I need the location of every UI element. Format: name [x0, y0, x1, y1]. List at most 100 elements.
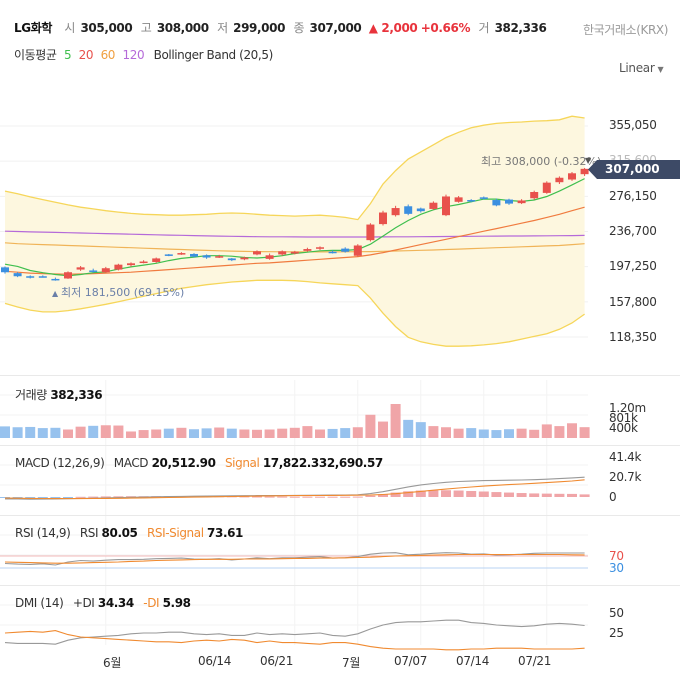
macd-histogram-bar [88, 496, 99, 498]
y-tick-price: 157,800 [609, 295, 657, 309]
volume-bar [453, 428, 464, 438]
volume-bar [340, 428, 351, 438]
volume-bar [25, 426, 36, 438]
macd-signal-label: Signal [224, 456, 260, 470]
macd-histogram-bar [390, 492, 401, 497]
max-marker-icon: ▼ [585, 156, 592, 165]
candle-body [13, 273, 22, 277]
candle-body [580, 168, 589, 175]
candle-body [278, 251, 287, 255]
ma5-legend[interactable]: 5 [63, 48, 72, 62]
candle-body [467, 200, 476, 202]
volume-bar [428, 426, 439, 438]
y-tick-dmi: 25 [609, 626, 624, 640]
candle-body [555, 177, 564, 183]
volume-bars [0, 404, 590, 438]
ma120-legend[interactable]: 120 [122, 48, 145, 62]
stock-name[interactable]: LG화학 [14, 21, 52, 35]
y-tick-macd: 0 [609, 490, 617, 504]
macd-histogram-bar [466, 491, 477, 497]
volume-bar [478, 429, 489, 438]
ma20-legend[interactable]: 20 [78, 48, 94, 62]
volume-bar [277, 428, 288, 438]
macd-histogram-bar [50, 497, 61, 498]
bollinger-band [4, 115, 585, 347]
rsi-series-label: RSI [79, 526, 99, 540]
x-tick: 07/14 [456, 654, 490, 668]
volume-bar [12, 427, 23, 438]
candle-body [139, 261, 148, 264]
ma60-legend[interactable]: 60 [100, 48, 116, 62]
scale-value: Linear [619, 61, 655, 75]
candle-body [290, 251, 299, 254]
volume-value: 382,336 [494, 21, 547, 35]
bollinger-lower-line [4, 279, 585, 347]
y-tick-rsi: 70 [609, 549, 624, 563]
volume-bar [126, 431, 136, 438]
volume-bar [415, 422, 426, 438]
macd-signal-value: 17,822.332,690.57 [262, 456, 383, 470]
bollinger-fill [5, 116, 585, 347]
scale-selector[interactable]: Linear ▼ [619, 61, 664, 75]
macd-histogram-bar [441, 490, 451, 497]
pdi-label: +DI [72, 596, 95, 610]
macd-histogram-bar [25, 497, 36, 498]
candle-body [454, 197, 463, 202]
volume-bar [327, 428, 338, 438]
candle-body [89, 270, 98, 272]
candle-body [391, 208, 400, 216]
macd-histogram-bar [415, 490, 426, 497]
chart-annotations: 최고 308,000 (-0.32%) ▼ ▲ 최저 181,500 (69.1… [52, 155, 601, 299]
rsi-signal-line [4, 553, 585, 564]
dmi-plot [4, 619, 585, 651]
x-tick: 06/14 [198, 654, 232, 668]
macd-histogram-bar [37, 497, 48, 498]
dmi-panel-label: DMI (14) +DI 34.34 -DI 5.98 [15, 596, 191, 610]
change-value: ▲ 2,000 [368, 21, 418, 35]
volume-bar [189, 429, 199, 438]
macd-histogram-bar [491, 492, 502, 497]
macd-histogram-bar [100, 496, 111, 498]
volume-bar [554, 426, 565, 438]
macd-histogram-bar [75, 496, 86, 498]
plus-di-line [4, 619, 585, 645]
exchange-label: 한국거래소(KRX) [583, 23, 668, 37]
pdi-value: 34.34 [97, 596, 134, 610]
x-tick: 07/21 [518, 654, 552, 668]
volume-bar [289, 427, 300, 438]
candlesticks [1, 167, 589, 281]
candle-body [404, 206, 413, 214]
macd-histogram-bar [579, 494, 590, 497]
candle-body [366, 224, 375, 241]
volume-panel-value: 382,336 [50, 388, 103, 402]
bollinger-legend[interactable]: Bollinger Band (20,5) [153, 48, 274, 62]
candle-body [341, 248, 350, 252]
macd-histogram-bar [289, 496, 300, 498]
y-tick-macd: 20.7k [609, 470, 642, 484]
volume-bar [176, 427, 187, 438]
volume-bar [541, 424, 552, 438]
panel-divider [0, 515, 680, 516]
y-tick-macd: 41.4k [609, 450, 642, 464]
ma120-line [4, 230, 585, 238]
candle-body [190, 253, 198, 257]
macd-histogram-bar [239, 496, 250, 498]
macd-histogram-bar [113, 496, 124, 498]
candle-body [240, 257, 249, 260]
volume-bar [441, 427, 451, 438]
open-value: 305,000 [80, 21, 133, 35]
candle-body [76, 267, 85, 270]
min-price-note: 최저 181,500 (69.15%) [61, 286, 184, 299]
macd-histogram-bar [365, 495, 376, 497]
candle-body [26, 276, 35, 278]
macd-histogram-bar [264, 496, 275, 498]
high-label: 고 [140, 21, 152, 35]
candle-body [202, 255, 211, 258]
x-tick: 7월 [342, 656, 361, 670]
volume-bar [201, 428, 212, 438]
high-value: 308,000 [156, 21, 209, 35]
macd-histogram-bar [277, 496, 288, 498]
ma-label[interactable]: 이동평균 [14, 48, 57, 62]
volume-bar [151, 429, 162, 438]
